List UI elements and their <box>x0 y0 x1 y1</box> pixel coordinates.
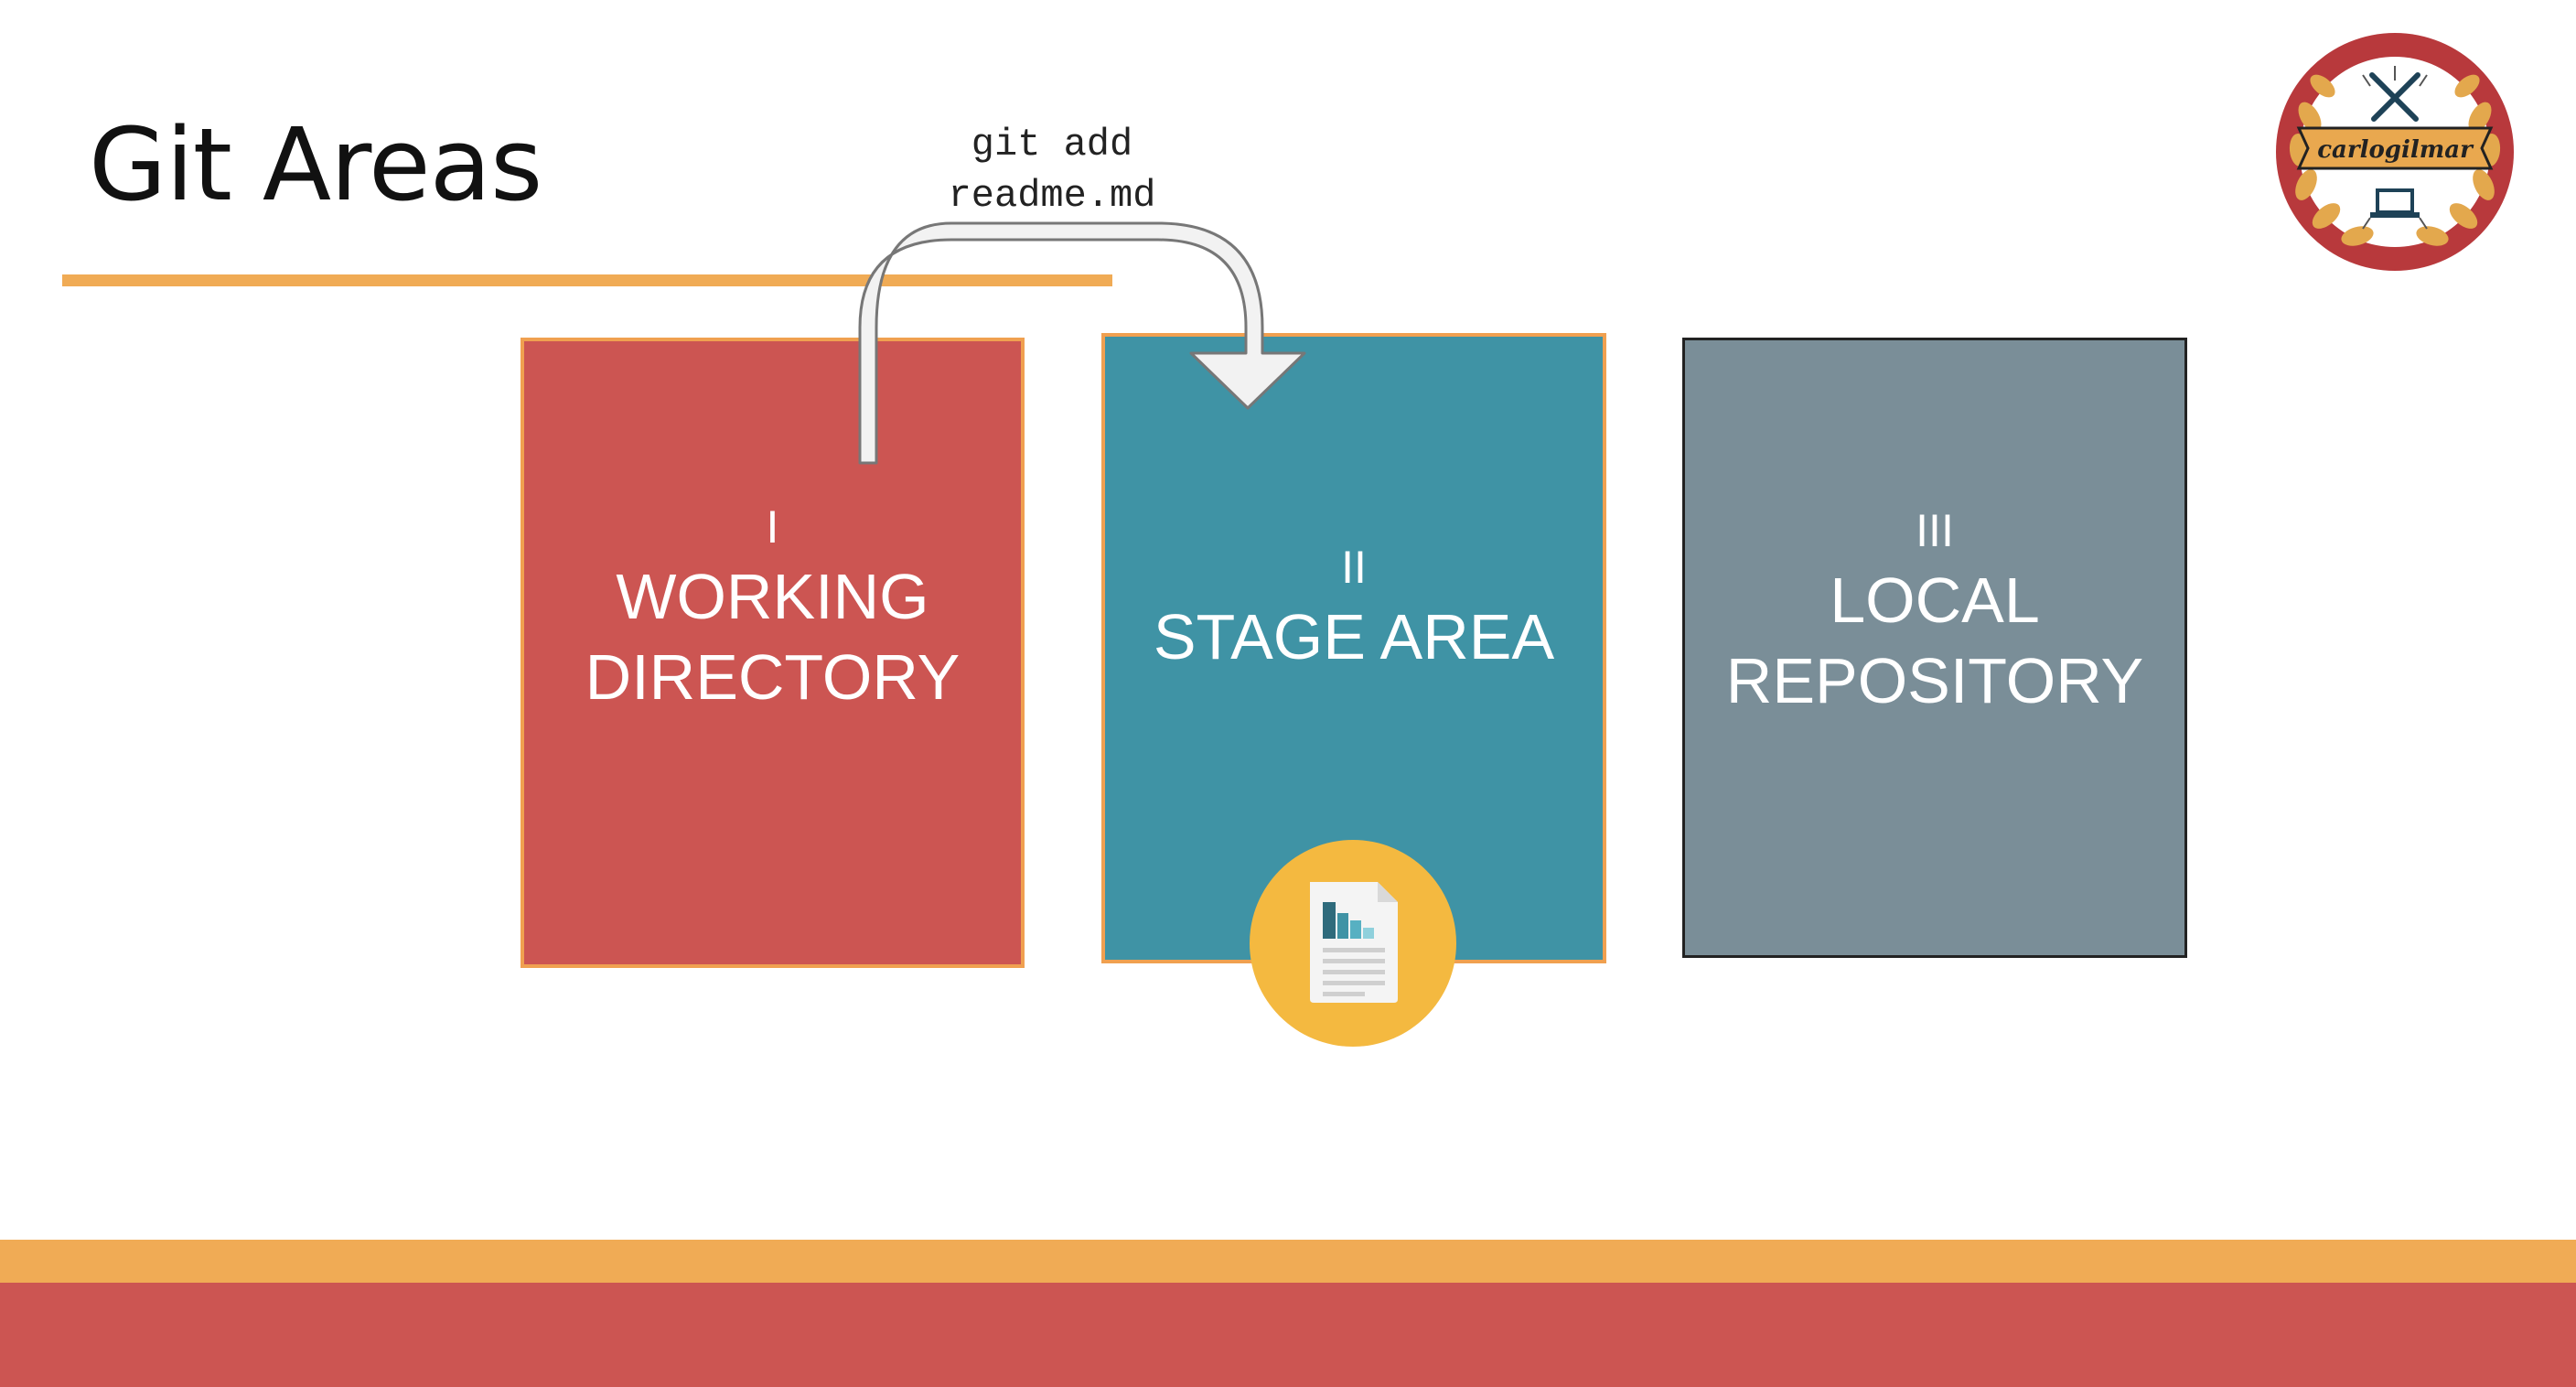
stage-area-label: II STAGE AREA <box>1154 538 1554 677</box>
footer-band-orange <box>0 1240 2576 1283</box>
local-repository-box: III LOCAL REPOSITORY <box>1682 338 2187 958</box>
command-line-2: readme.md <box>948 174 1156 218</box>
slide-title: Git Areas <box>89 106 542 223</box>
area-name: LOCAL <box>1830 564 2040 636</box>
working-directory-box: I WORKING DIRECTORY <box>521 338 1025 968</box>
area-number: II <box>1341 541 1367 593</box>
area-name: DIRECTORY <box>585 640 961 713</box>
area-number: III <box>1916 505 1954 556</box>
badge-text: carlogilmar <box>2317 136 2474 164</box>
laurel-badge-icon: carlogilmar <box>2276 33 2514 271</box>
file-circle <box>1250 840 1456 1047</box>
command-line-1: git add <box>971 123 1133 167</box>
document-icon <box>1310 882 1398 1003</box>
area-name: WORKING <box>616 560 929 632</box>
area-number: I <box>766 500 779 553</box>
git-add-command: git add readme.md <box>878 119 1226 221</box>
footer-band-red <box>0 1283 2576 1387</box>
title-underline <box>62 274 1112 286</box>
carlogilmar-badge: carlogilmar <box>2262 29 2528 274</box>
local-repository-label: III LOCAL REPOSITORY <box>1726 501 2143 721</box>
area-name: REPOSITORY <box>1725 645 2144 716</box>
working-directory-label: I WORKING DIRECTORY <box>585 498 961 717</box>
area-name: STAGE AREA <box>1153 600 1555 672</box>
